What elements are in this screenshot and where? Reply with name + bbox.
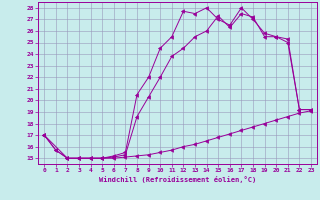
X-axis label: Windchill (Refroidissement éolien,°C): Windchill (Refroidissement éolien,°C) (99, 176, 256, 183)
